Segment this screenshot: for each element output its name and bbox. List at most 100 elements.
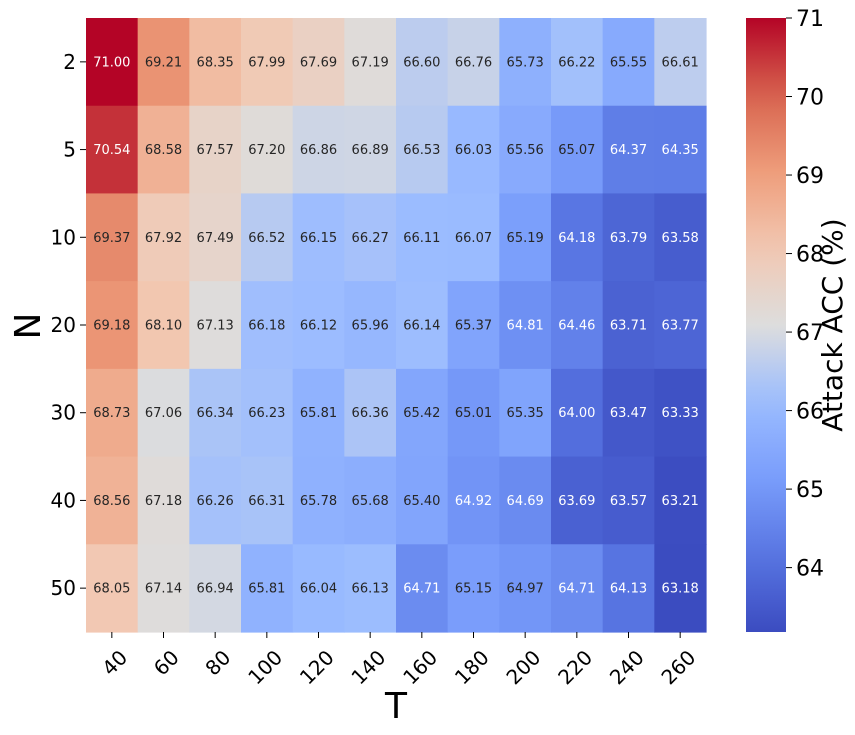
heatmap-cell [86, 544, 139, 633]
heatmap-cell [189, 281, 242, 370]
heatmap-cell [602, 18, 655, 107]
heatmap-cell [551, 544, 604, 633]
heatmap-cell [396, 193, 449, 282]
x-tick-label: 180 [450, 645, 494, 689]
y-tick-label: 5 [63, 138, 76, 162]
heatmap-cell [499, 281, 552, 370]
cell-value-label: 64.13 [610, 582, 647, 597]
heatmap-cell [602, 368, 655, 458]
heatmap-cell [344, 18, 397, 107]
heatmap-cell [86, 105, 139, 195]
cell-value-label: 67.92 [145, 231, 182, 246]
cell-value-label: 65.07 [558, 143, 595, 158]
heatmap-cell [344, 368, 397, 458]
cell-value-label: 65.40 [403, 494, 440, 509]
heatmap-cell [344, 193, 397, 282]
heatmap-cell [499, 105, 552, 195]
cell-value-label: 65.81 [300, 406, 337, 421]
heatmap-cell [344, 105, 397, 195]
cell-value-label: 66.94 [197, 582, 234, 597]
cell-value-label: 65.42 [403, 406, 440, 421]
cell-value-label: 68.35 [197, 55, 234, 70]
colorbar-ticks: 64 65 66 67 68 69 70 71 [786, 7, 824, 582]
heatmap-cell [396, 18, 449, 107]
heatmap-cell [189, 105, 242, 195]
heatmap-cell [447, 18, 500, 107]
heatmap-cell [344, 544, 397, 633]
heatmap-cell [551, 105, 604, 195]
y-axis-ticks: 2 5 10 20 30 40 50 [51, 50, 86, 600]
x-tick-label: 60 [149, 645, 184, 680]
colorbar [746, 18, 786, 632]
x-tick-label: 240 [605, 645, 649, 689]
x-tick-label: 160 [398, 645, 442, 689]
heatmap-cell [241, 18, 294, 107]
cell-value-label: 69.18 [93, 319, 130, 334]
cell-value-label: 64.71 [558, 582, 595, 597]
heatmap-cell [241, 544, 294, 633]
cell-value-label: 64.71 [403, 582, 440, 597]
cell-value-label: 68.10 [145, 319, 182, 334]
cell-value-label: 67.57 [197, 143, 234, 158]
heatmap-cell [602, 193, 655, 282]
heatmap-cell [292, 368, 345, 458]
heatmap-cell [551, 193, 604, 282]
cell-value-label: 63.33 [662, 406, 699, 421]
heatmap-cell [654, 368, 707, 458]
cell-value-label: 65.55 [610, 55, 647, 70]
heatmap-cell [189, 18, 242, 107]
heatmap-cell [292, 193, 345, 282]
cell-value-label: 64.81 [507, 319, 544, 334]
colorbar-tick-label: 71 [796, 7, 824, 32]
heatmap-cell [137, 544, 190, 633]
heatmap-cell [396, 368, 449, 458]
cell-value-label: 65.78 [300, 494, 337, 509]
cell-value-label: 66.76 [455, 55, 492, 70]
cell-value-label: 66.07 [455, 231, 492, 246]
x-tick-label: 260 [656, 645, 700, 689]
heatmap-cell [396, 105, 449, 195]
cell-value-label: 63.58 [662, 231, 699, 246]
x-tick-label: 80 [200, 645, 235, 680]
cell-value-label: 64.92 [455, 494, 492, 509]
heatmap-cell [551, 18, 604, 107]
heatmap-cell [447, 193, 500, 282]
cell-value-label: 64.97 [507, 582, 544, 597]
cell-value-label: 66.27 [352, 231, 389, 246]
cell-value-label: 65.96 [352, 319, 389, 334]
heatmap-cell [189, 456, 242, 545]
heatmap-cell [292, 105, 345, 195]
cell-value-label: 67.69 [300, 55, 337, 70]
cell-value-label: 66.22 [558, 55, 595, 70]
cell-value-label: 66.11 [403, 231, 440, 246]
cell-value-label: 71.00 [93, 55, 130, 70]
heatmap-cell [137, 105, 190, 195]
x-tick-label: 220 [553, 645, 597, 689]
y-tick-label: 2 [63, 50, 76, 74]
cell-value-label: 66.89 [352, 143, 389, 158]
x-axis-label: T [384, 686, 408, 727]
heatmap-cell [137, 18, 190, 107]
cell-value-label: 67.19 [352, 55, 389, 70]
heatmap-cell [86, 456, 139, 545]
heatmap-cell [189, 193, 242, 282]
cell-value-label: 66.04 [300, 582, 337, 597]
cell-value-label: 63.79 [610, 231, 647, 246]
cell-value-label: 66.12 [300, 319, 337, 334]
heatmap-cell [241, 281, 294, 370]
cell-value-label: 67.06 [145, 406, 182, 421]
cell-value-label: 65.01 [455, 406, 492, 421]
colorbar-tick-label: 69 [796, 164, 824, 189]
cell-value-label: 63.21 [662, 494, 699, 509]
cell-value-label: 65.68 [352, 494, 389, 509]
heatmap-cell [137, 193, 190, 282]
cell-value-label: 68.56 [93, 494, 130, 509]
cell-value-label: 65.81 [248, 582, 285, 597]
colorbar-tick-label: 64 [796, 557, 824, 582]
heatmap-cell [447, 544, 500, 633]
cell-value-label: 64.37 [610, 143, 647, 158]
heatmap-cell [654, 193, 707, 282]
colorbar-tick-label: 70 [796, 86, 824, 111]
x-tick-label: 120 [295, 645, 339, 689]
cell-value-label: 63.18 [662, 582, 699, 597]
